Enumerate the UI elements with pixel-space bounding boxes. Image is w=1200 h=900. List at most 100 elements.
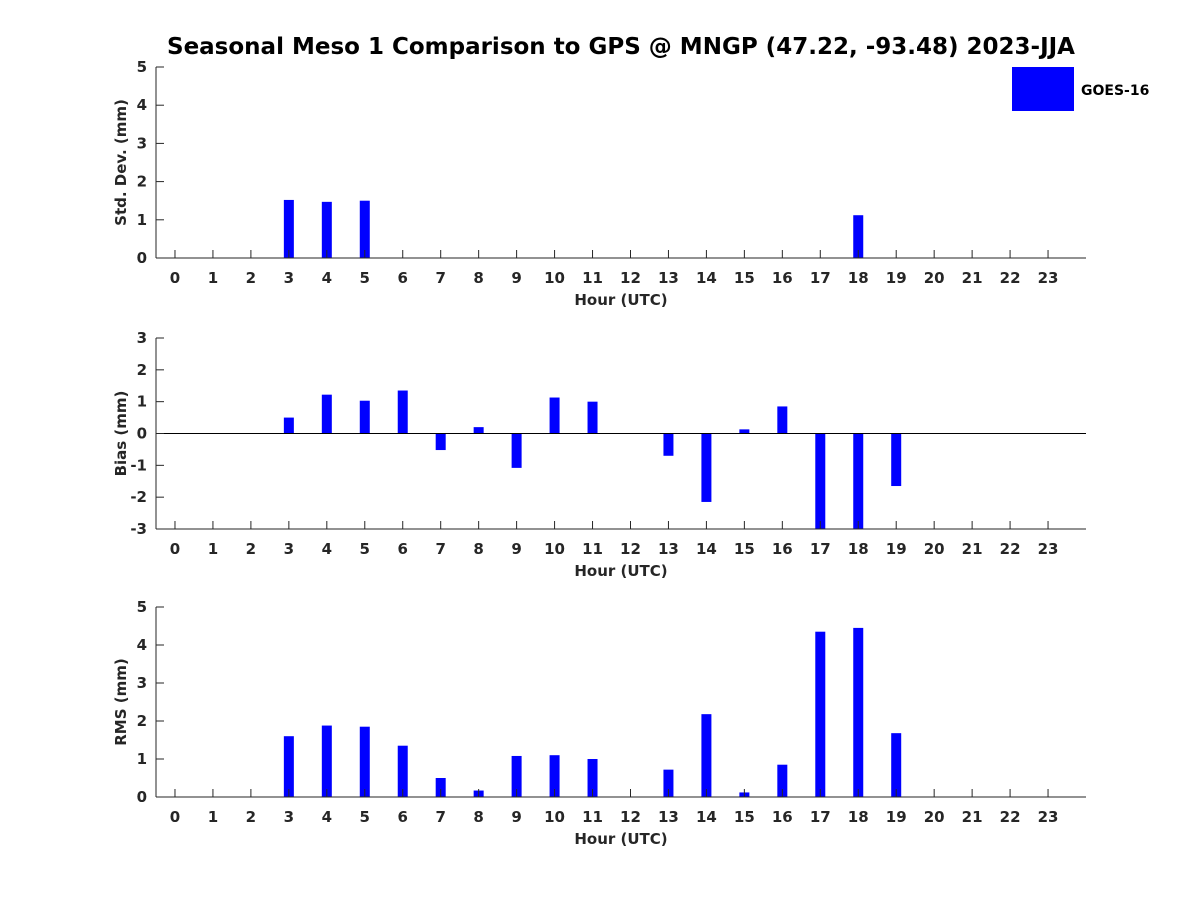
rms-bar-14 bbox=[701, 714, 712, 797]
rms-xtick-label: 13 bbox=[658, 808, 679, 826]
rms-xtick-label: 8 bbox=[473, 808, 483, 826]
rms-bar-4 bbox=[321, 725, 332, 797]
bias-xtick-label: 10 bbox=[544, 540, 565, 558]
bias-xtick-label: 18 bbox=[848, 540, 869, 558]
bias-bar-19 bbox=[891, 433, 902, 487]
bias-xtick-label: 17 bbox=[810, 540, 831, 558]
rms-bar-16 bbox=[777, 764, 788, 797]
std-dev-y-axis-label: Std. Dev. (mm) bbox=[112, 99, 130, 226]
rms-xtick-label: 22 bbox=[1000, 808, 1021, 826]
bias-bar-16 bbox=[777, 406, 788, 434]
bias-xtick-label: 1 bbox=[208, 540, 218, 558]
bias-bar-18 bbox=[853, 433, 864, 529]
std-dev-xtick-label: 15 bbox=[734, 269, 755, 287]
rms-ytick-label: 5 bbox=[137, 598, 147, 616]
rms-ytick-label: 0 bbox=[137, 788, 147, 806]
std-dev-x-axis-label: Hour (UTC) bbox=[574, 291, 667, 309]
bias-xtick-label: 15 bbox=[734, 540, 755, 558]
rms-ytick-label: 3 bbox=[137, 674, 147, 692]
bias-ytick-label: -1 bbox=[130, 456, 147, 474]
std-dev-xtick-label: 14 bbox=[696, 269, 717, 287]
rms-bar-6 bbox=[397, 745, 408, 797]
rms-x-axis-label: Hour (UTC) bbox=[574, 830, 667, 848]
rms-bar-3 bbox=[283, 736, 294, 797]
std-dev-xtick-label: 5 bbox=[360, 269, 370, 287]
std-dev-ytick-label: 5 bbox=[137, 58, 147, 76]
bias-xtick-label: 16 bbox=[772, 540, 793, 558]
bias-bar-17 bbox=[815, 433, 826, 529]
rms-y-axis-label: RMS (mm) bbox=[112, 658, 130, 745]
std-dev-xtick-label: 12 bbox=[620, 269, 641, 287]
bias-y-axis-label: Bias (mm) bbox=[112, 391, 130, 477]
rms-xtick-label: 5 bbox=[360, 808, 370, 826]
std-dev-xtick-label: 18 bbox=[848, 269, 869, 287]
std-dev-xtick-label: 2 bbox=[246, 269, 256, 287]
std-dev-xtick-label: 19 bbox=[886, 269, 907, 287]
rms-xtick-label: 1 bbox=[208, 808, 218, 826]
std-dev-xtick-label: 17 bbox=[810, 269, 831, 287]
bias-ytick-label: -3 bbox=[130, 520, 147, 538]
rms-xtick-label: 10 bbox=[544, 808, 565, 826]
bias-xtick-label: 5 bbox=[360, 540, 370, 558]
std-dev-xtick-label: 16 bbox=[772, 269, 793, 287]
bias-ytick-label: 0 bbox=[137, 425, 147, 443]
rms-bar-10 bbox=[549, 755, 560, 797]
bias-bar-5 bbox=[359, 400, 370, 434]
bias-xtick-label: 22 bbox=[1000, 540, 1021, 558]
std-dev-xtick-label: 1 bbox=[208, 269, 218, 287]
rms-bar-7 bbox=[435, 778, 446, 797]
rms-xtick-label: 17 bbox=[810, 808, 831, 826]
bias-bar-6 bbox=[397, 390, 408, 434]
bias-ytick-label: 2 bbox=[137, 361, 147, 379]
bias-xtick-label: 2 bbox=[246, 540, 256, 558]
rms-xtick-label: 9 bbox=[511, 808, 521, 826]
bias-bar-7 bbox=[435, 433, 446, 451]
std-dev-ytick-label: 1 bbox=[137, 211, 147, 229]
bias-xtick-label: 21 bbox=[962, 540, 983, 558]
std-dev-bar-4 bbox=[321, 201, 332, 258]
std-dev-xtick-label: 0 bbox=[170, 269, 180, 287]
bias-xtick-label: 19 bbox=[886, 540, 907, 558]
bias-bar-14 bbox=[701, 433, 712, 502]
bias-xtick-label: 14 bbox=[696, 540, 717, 558]
rms-bar-13 bbox=[663, 769, 674, 797]
std-dev-xtick-label: 13 bbox=[658, 269, 679, 287]
bias-xtick-label: 8 bbox=[473, 540, 483, 558]
bias-bar-9 bbox=[511, 433, 522, 468]
std-dev-xtick-label: 11 bbox=[582, 269, 603, 287]
std-dev-xtick-label: 23 bbox=[1038, 269, 1059, 287]
bias-bar-8 bbox=[473, 427, 484, 434]
bias-xtick-label: 7 bbox=[435, 540, 445, 558]
rms-xtick-label: 20 bbox=[924, 808, 945, 826]
bias-ytick-label: 3 bbox=[137, 329, 147, 347]
bias-xtick-label: 12 bbox=[620, 540, 641, 558]
rms-bar-11 bbox=[587, 759, 598, 797]
std-dev-ytick-label: 4 bbox=[137, 96, 147, 114]
rms-xtick-label: 18 bbox=[848, 808, 869, 826]
std-dev-xtick-label: 9 bbox=[511, 269, 521, 287]
std-dev-xtick-label: 10 bbox=[544, 269, 565, 287]
rms-xtick-label: 4 bbox=[322, 808, 332, 826]
chart-title: Seasonal Meso 1 Comparison to GPS @ MNGP… bbox=[167, 34, 1075, 60]
std-dev-xtick-label: 3 bbox=[284, 269, 294, 287]
rms-xtick-label: 0 bbox=[170, 808, 180, 826]
rms-bar-18 bbox=[853, 627, 864, 797]
rms-xtick-label: 6 bbox=[398, 808, 408, 826]
std-dev-bar-3 bbox=[283, 199, 294, 258]
rms-xtick-label: 15 bbox=[734, 808, 755, 826]
rms-bar-9 bbox=[511, 755, 522, 797]
bias-xtick-label: 11 bbox=[582, 540, 603, 558]
bias-ytick-label: 1 bbox=[137, 393, 147, 411]
legend: GOES-16 bbox=[1012, 67, 1149, 111]
rms-xtick-label: 7 bbox=[435, 808, 445, 826]
bias-bar-4 bbox=[321, 394, 332, 434]
rms-xtick-label: 16 bbox=[772, 808, 793, 826]
std-dev-xtick-label: 20 bbox=[924, 269, 945, 287]
std-dev-xtick-label: 7 bbox=[435, 269, 445, 287]
std-dev-xtick-label: 21 bbox=[962, 269, 983, 287]
rms-xtick-label: 3 bbox=[284, 808, 294, 826]
std-dev-xtick-label: 6 bbox=[398, 269, 408, 287]
